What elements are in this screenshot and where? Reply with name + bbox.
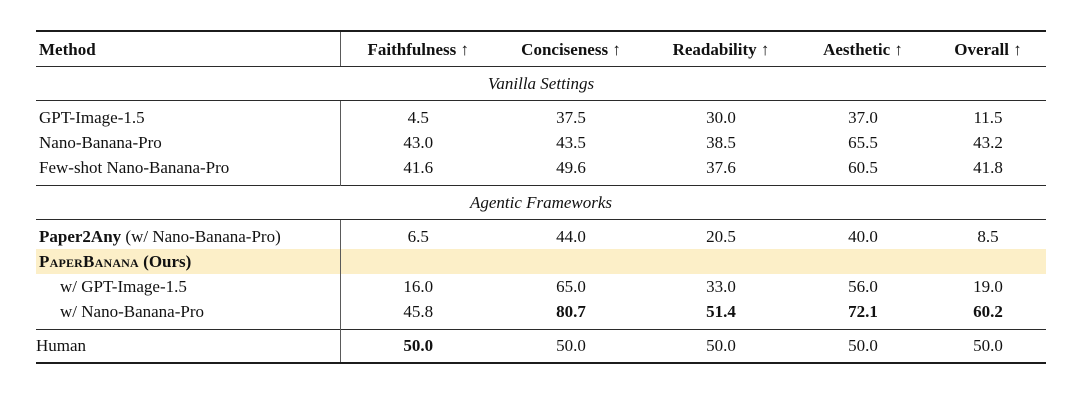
method-cell: Few-shot Nano-Banana-Pro (36, 155, 340, 186)
section-header-label: Agentic Frameworks (36, 185, 1046, 220)
value-cell (339, 249, 496, 274)
value-cell (930, 249, 1046, 274)
table-row: Few-shot Nano-Banana-Pro 41.6 49.6 37.6 60.5… (36, 155, 1046, 186)
value-cell: 80.7 (556, 302, 586, 321)
table-header: Method Faithfulness ↑ Conciseness ↑ Read… (36, 30, 1046, 67)
method-label-part: Nano-Banana-Pro (39, 133, 162, 152)
method-label-part: Human (36, 336, 87, 355)
method-cell: GPT-Image-1.5 (36, 101, 340, 131)
value-cell: 37.6 (706, 158, 736, 177)
value-cell: 41.6 (339, 155, 496, 186)
value-cell: 50.0 (339, 329, 496, 364)
value-cell: 20.5 (706, 227, 736, 246)
value-cell: 37.0 (848, 108, 878, 127)
value-cell: 50.0 (796, 329, 930, 364)
column-header-faithfulness: Faithfulness ↑ (339, 30, 496, 67)
value-cell: 50.0 (496, 329, 646, 364)
value-cell: 19.0 (973, 277, 1003, 296)
table-row: Human 50.0 50.0 50.0 50.0 50.0 (36, 329, 1046, 364)
highlighted-method-row: PaperBanana (Ours) (36, 249, 1046, 274)
value-cell: 60.2 (973, 302, 1003, 321)
value-cell: 51.4 (706, 302, 736, 321)
value-cell (796, 249, 930, 274)
paper-results-table: Method Faithfulness ↑ Conciseness ↑ Read… (36, 30, 1046, 364)
value-cell: 43.0 (339, 130, 496, 155)
value-cell: 37.5 (556, 108, 586, 127)
value-cell: 50.0 (646, 329, 796, 364)
benchmark-table: Method Faithfulness ↑ Conciseness ↑ Read… (36, 30, 1046, 364)
method-label-part: (w/ Nano-Banana-Pro) (121, 227, 281, 246)
value-cell: 50.0 (930, 329, 1046, 364)
table-row: GPT-Image-1.5 4.5 37.5 30.0 37.0 11.5 (36, 100, 1046, 131)
method-label-part: PaperBanana (39, 252, 139, 271)
method-label-part: w/ Nano-Banana-Pro (60, 302, 204, 321)
indented-method-label: w/ Nano-Banana-Pro (39, 302, 204, 321)
method-label-part: Few-shot Nano-Banana-Pro (39, 158, 230, 177)
column-header-conciseness: Conciseness ↑ (496, 30, 646, 67)
value-cell: 60.5 (848, 158, 878, 177)
table-body: Vanilla Settings GPT-Image-1.5 4.5 37.5 30.0… (36, 66, 1046, 364)
method-cell: w/ Nano-Banana-Pro (36, 299, 340, 330)
table-row: w/ Nano-Banana-Pro 45.8 80.7 51.4 72.1 60.2 (36, 299, 1046, 330)
value-cell: 56.0 (848, 277, 878, 296)
value-cell: 38.5 (706, 133, 736, 152)
table-row: w/ GPT-Image-1.5 16.0 65.0 33.0 56.0 19.0 (36, 274, 1046, 299)
method-label-part: Paper2Any (39, 227, 122, 246)
header-row: Method Faithfulness ↑ Conciseness ↑ Read… (36, 30, 1046, 67)
value-cell: 45.8 (339, 299, 496, 330)
column-header-aesthetic: Aesthetic ↑ (796, 30, 930, 67)
value-cell: 6.5 (339, 219, 496, 249)
column-header-method: Method (36, 30, 340, 67)
value-cell: 72.1 (848, 302, 878, 321)
value-cell: 11.5 (973, 108, 1003, 127)
value-cell: 65.5 (848, 133, 878, 152)
method-cell: Human (36, 329, 340, 364)
value-cell: 33.0 (706, 277, 736, 296)
value-cell (496, 249, 646, 274)
table-row: Nano-Banana-Pro 43.0 43.5 38.5 65.5 43.2 (36, 130, 1046, 155)
value-cell: 43.2 (973, 133, 1003, 152)
indented-method-label: w/ GPT-Image-1.5 (39, 277, 187, 296)
method-label-part: (Ours) (138, 252, 192, 271)
column-header-readability: Readability ↑ (646, 30, 796, 67)
method-cell: PaperBanana (Ours) (36, 249, 340, 274)
section-header-label: Vanilla Settings (36, 66, 1046, 101)
method-cell: w/ GPT-Image-1.5 (36, 274, 340, 299)
value-cell: 30.0 (706, 108, 736, 127)
value-cell: 40.0 (848, 227, 878, 246)
value-cell: 43.5 (556, 133, 586, 152)
value-cell: 41.8 (973, 158, 1003, 177)
method-cell: Nano-Banana-Pro (36, 130, 340, 155)
section-band-row: Vanilla Settings (36, 66, 1046, 101)
value-cell: 4.5 (339, 100, 496, 130)
value-cell (646, 249, 796, 274)
value-cell: 44.0 (556, 227, 586, 246)
method-label-part: w/ GPT-Image-1.5 (60, 277, 187, 296)
column-header-overall: Overall ↑ (930, 30, 1046, 67)
method-cell: Paper2Any (w/ Nano-Banana-Pro) (36, 220, 340, 250)
value-cell: 49.6 (556, 158, 586, 177)
value-cell: 16.0 (339, 274, 496, 299)
value-cell: 8.5 (977, 227, 999, 246)
table-row: Paper2Any (w/ Nano-Banana-Pro) 6.5 44.0 20.… (36, 219, 1046, 250)
value-cell: 65.0 (556, 277, 586, 296)
section-band-row: Agentic Frameworks (36, 185, 1046, 220)
method-label-part: GPT-Image-1.5 (39, 108, 145, 127)
